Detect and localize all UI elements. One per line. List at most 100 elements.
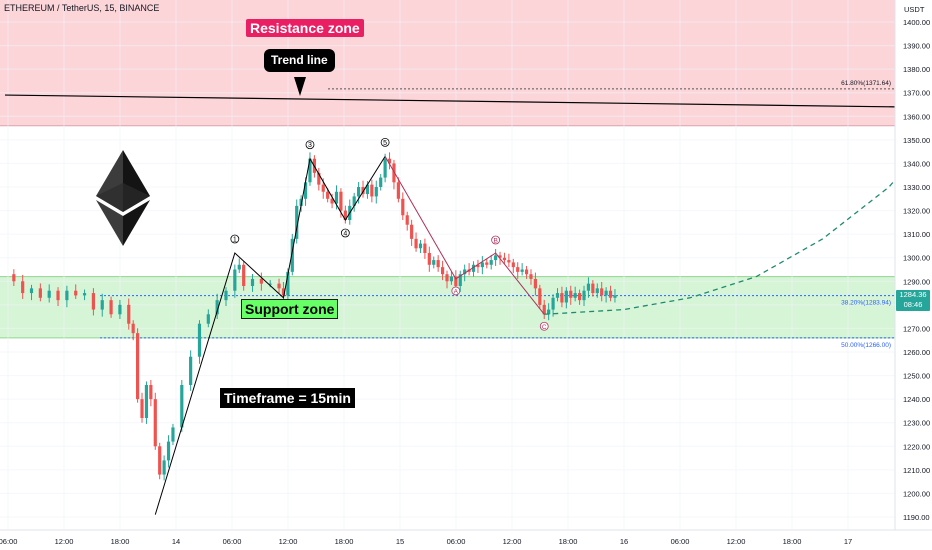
time-tick-label: 12:00	[503, 537, 522, 546]
resistance-zone-label[interactable]: Resistance zone	[246, 19, 364, 37]
trend-line-pointer	[294, 77, 306, 96]
time-axis: 06:00 12:00 18:00 14 06:00 12:00 18:00 15 06:00 1…	[0, 529, 932, 550]
candle-body	[189, 356, 193, 385]
candle-body	[392, 163, 396, 183]
candle-body	[613, 295, 617, 298]
candle-body	[303, 182, 308, 199]
fib-level-label: 50.00%(1266.00)	[841, 342, 891, 349]
candle-body	[91, 293, 95, 310]
candle-body	[538, 288, 542, 305]
candle-body	[233, 269, 237, 291]
time-tick-label: 18:00	[559, 537, 578, 546]
candle-body	[352, 196, 356, 206]
impulse-wave-line	[154, 156, 386, 515]
waves-layer: 12345ABC	[154, 135, 932, 515]
price-tick-label: 1370.00	[903, 89, 930, 98]
time-tick-label: 12:00	[279, 537, 298, 546]
candle-body	[21, 281, 25, 294]
symbol-title[interactable]: ETHEREUM / TetherUS, 15, BINANCE	[4, 3, 160, 13]
candle-body	[573, 293, 577, 298]
candle-body	[56, 290, 60, 301]
candle-body	[533, 278, 537, 289]
candle-body	[591, 283, 595, 294]
candle-body	[290, 238, 294, 272]
candle-body	[224, 290, 228, 301]
candle-body	[109, 300, 113, 315]
candle-body	[197, 323, 202, 357]
price-tick-label: 1360.00	[903, 112, 930, 121]
trend-line-label[interactable]: Trend line	[264, 49, 335, 72]
time-tick-label: 15	[396, 537, 404, 546]
candle-body	[206, 314, 210, 324]
candle-body	[171, 427, 175, 442]
time-tick-label: 06:00	[671, 537, 690, 546]
candle-body	[440, 267, 445, 275]
wave-marker-label: 3	[308, 142, 312, 149]
candle-body	[268, 283, 272, 285]
candle-body	[131, 323, 135, 334]
candle-body	[334, 191, 339, 204]
candle-body	[317, 172, 321, 185]
candle-body	[29, 288, 34, 294]
time-tick-label: 14	[172, 537, 180, 546]
currency-label: USDT	[904, 5, 925, 14]
candle-body	[383, 158, 387, 178]
candle-body	[277, 283, 281, 289]
fib-level-label: 61.80%(1371.64)	[841, 80, 891, 87]
candle-body	[361, 187, 365, 195]
candle-body	[551, 297, 555, 310]
price-axis-bg	[895, 0, 932, 550]
candle-body	[158, 446, 162, 475]
price-tick-label: 1300.00	[903, 254, 930, 263]
candle-countdown: 08:46	[903, 300, 923, 309]
timeframe-label[interactable]: Timeframe = 15min	[220, 388, 355, 408]
candle-body	[494, 255, 498, 261]
candle-body	[418, 243, 423, 249]
candle-body	[569, 290, 573, 298]
candle-body	[153, 399, 157, 447]
price-tick-label: 1380.00	[903, 65, 930, 74]
wave-marker-label: C	[542, 324, 547, 331]
price-tick-label: 1270.00	[903, 324, 930, 333]
candle-body	[432, 260, 436, 265]
candle-body	[582, 290, 586, 301]
candle-body	[454, 276, 458, 286]
candle-body	[502, 257, 507, 261]
candle-body	[321, 184, 325, 192]
ethereum-logo-icon	[96, 150, 150, 246]
candle-body	[449, 276, 454, 282]
wave-marker	[380, 137, 390, 147]
price-tick-label: 1340.00	[903, 159, 930, 168]
candle-body	[180, 385, 184, 428]
candle-body	[529, 274, 533, 279]
candle-body	[250, 278, 255, 286]
price-tick-label: 1310.00	[903, 230, 930, 239]
candle-body	[485, 262, 489, 265]
wave-marker	[340, 228, 350, 238]
candle-body	[463, 269, 467, 275]
candle-body	[578, 293, 582, 301]
price-tick-label: 1350.00	[903, 136, 930, 145]
wave-marker	[305, 140, 315, 150]
price-tick-label: 1200.00	[903, 489, 930, 498]
time-tick-label: 18:00	[335, 537, 354, 546]
candle-body	[516, 267, 520, 272]
last-price-tag: 1284.36 08:46	[896, 290, 930, 311]
support-zone-label[interactable]: Support zone	[241, 299, 339, 319]
price-tick-label: 1290.00	[903, 277, 930, 286]
price-tick-label: 1230.00	[903, 419, 930, 428]
time-tick-label: 12:00	[727, 537, 746, 546]
wave-marker-label: 5	[383, 140, 387, 147]
price-tick-label: 1210.00	[903, 466, 930, 475]
candle-body	[423, 243, 427, 253]
grid-layer	[0, 21, 895, 329]
candle-body	[507, 260, 511, 263]
candle-body	[166, 441, 171, 461]
candle-body	[436, 260, 440, 268]
candle-body	[524, 269, 529, 275]
candle-body	[357, 187, 361, 197]
candle-body	[118, 304, 122, 315]
wave-marker-label: B	[493, 238, 497, 245]
